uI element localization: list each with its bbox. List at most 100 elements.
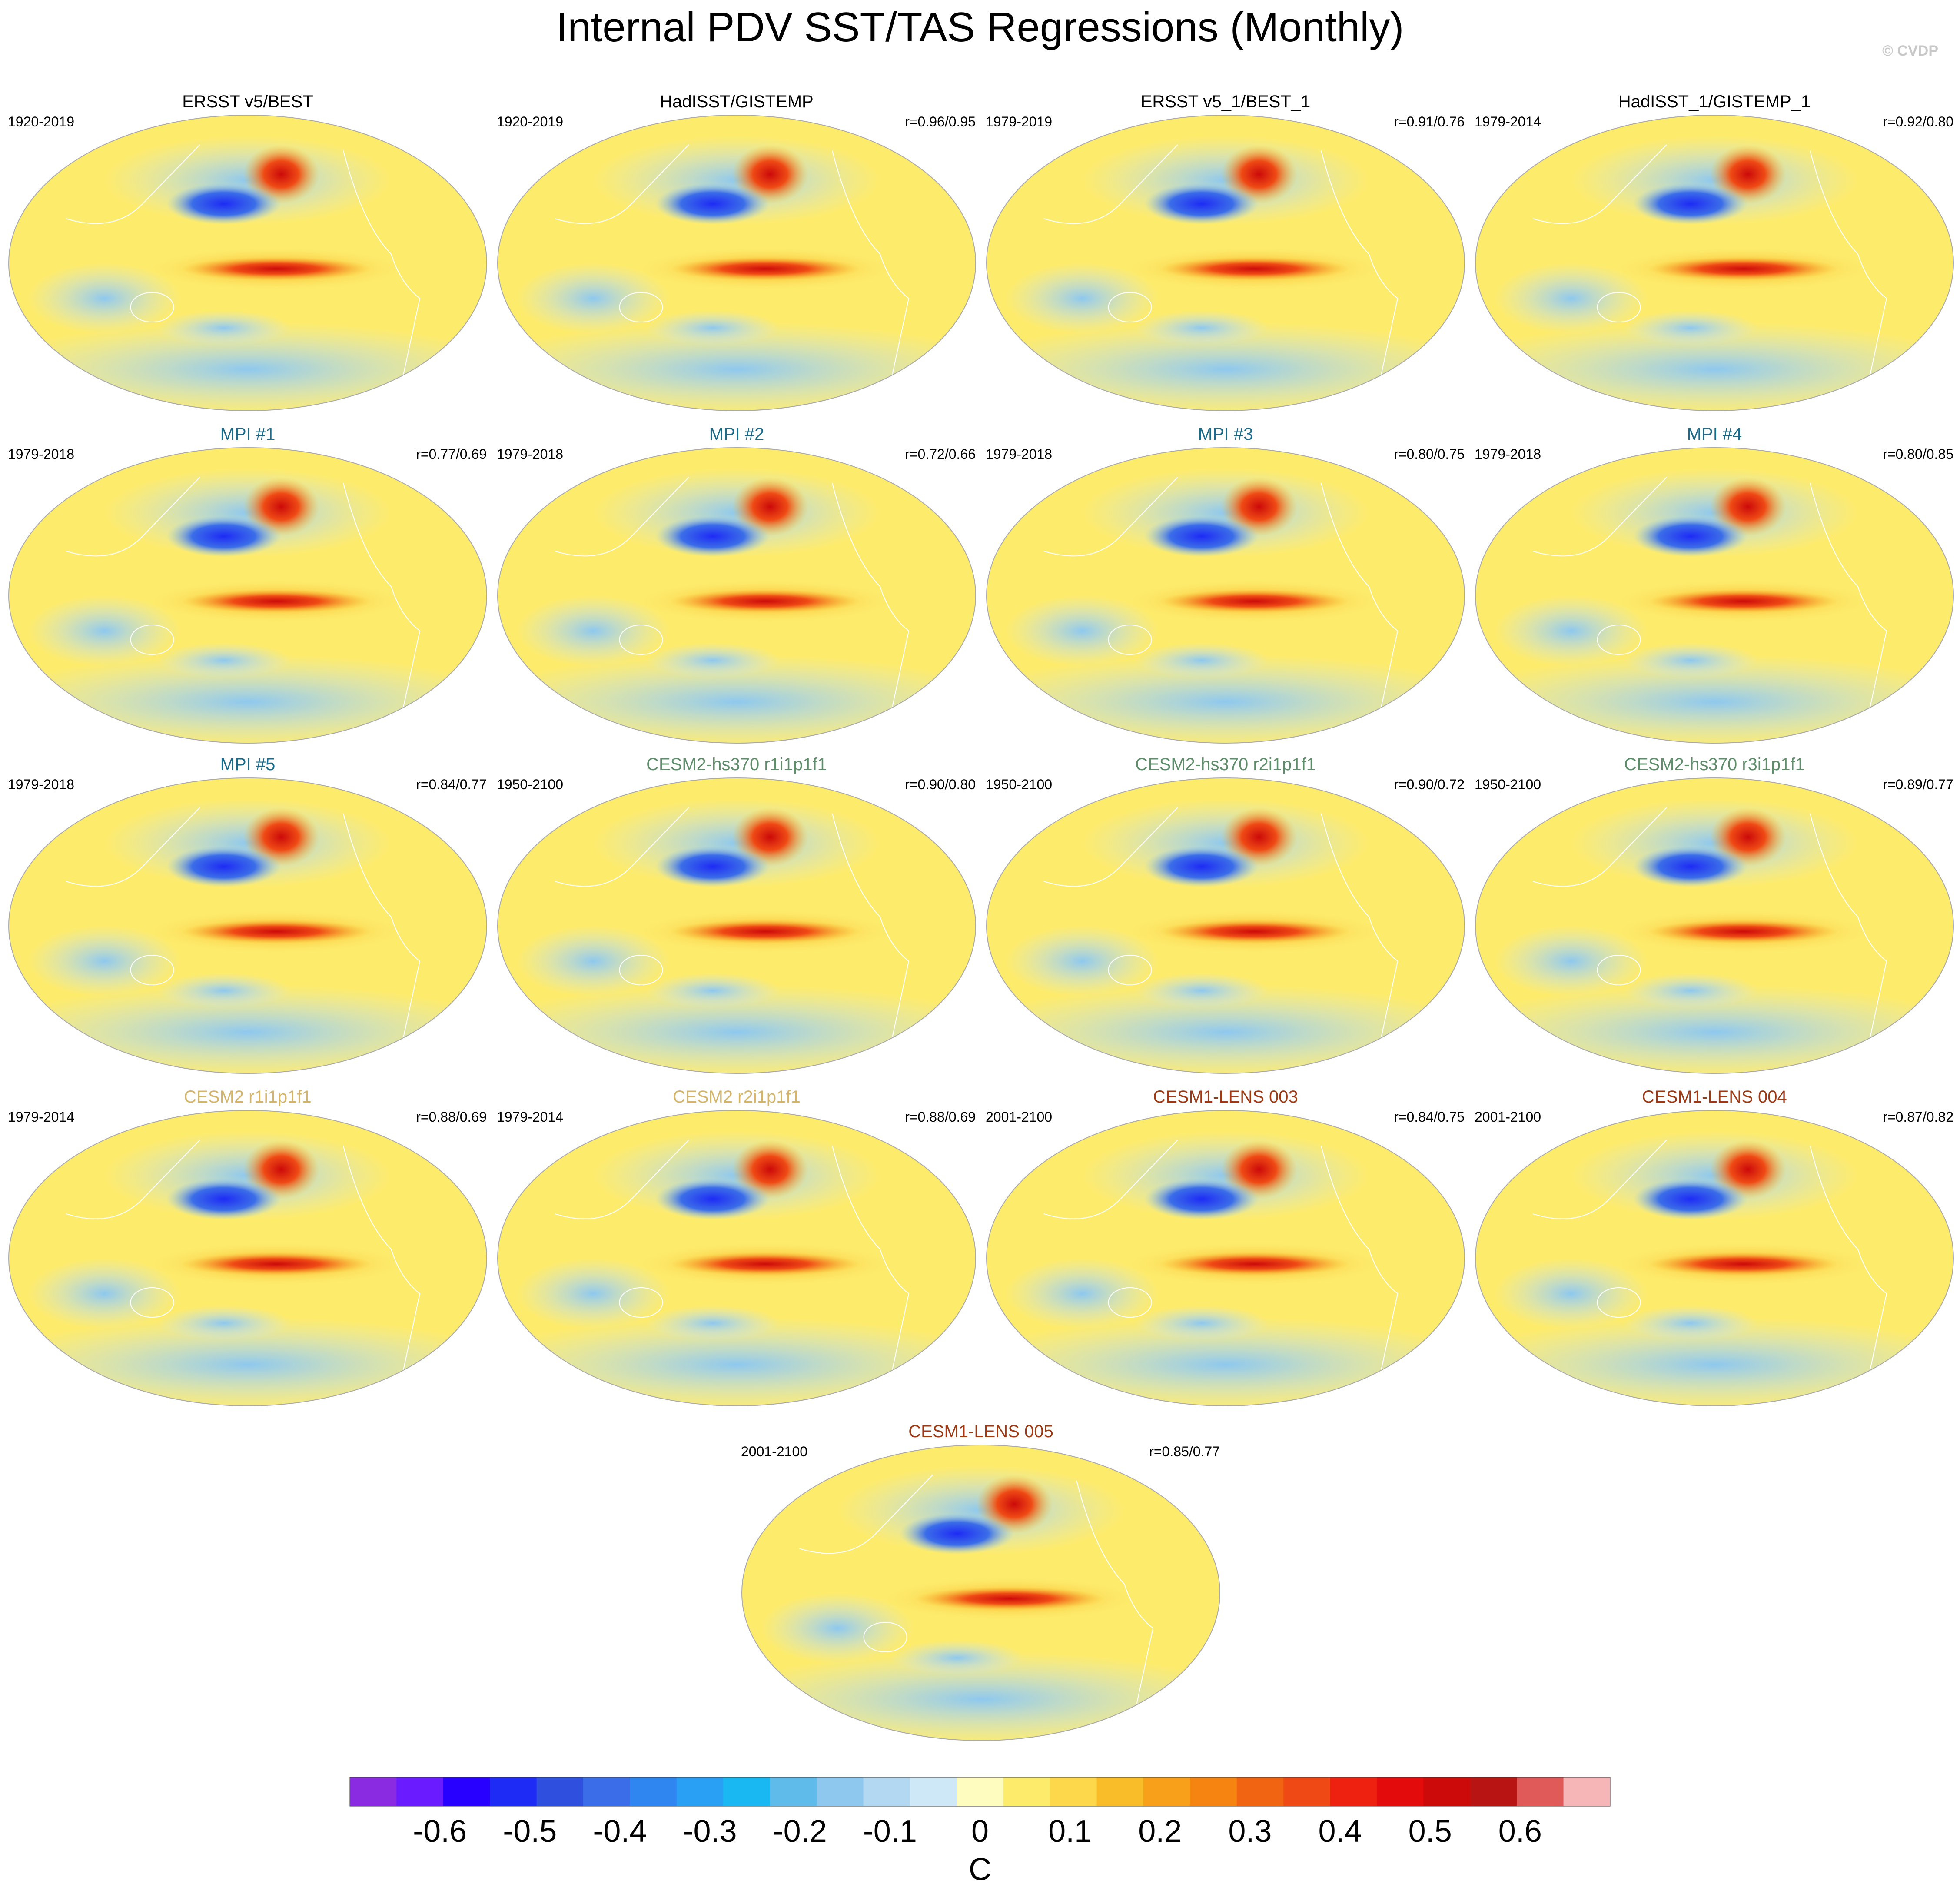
tropical-warm-tongue <box>1648 257 1839 281</box>
north-pacific-cold <box>1144 515 1259 557</box>
panel-correlation: r=0.89/0.77 <box>1883 777 1953 792</box>
australia-outline <box>619 955 663 985</box>
panel-title: CESM1-LENS 005 <box>908 1422 1053 1441</box>
map-field <box>9 448 487 743</box>
north-pacific-cold <box>1144 1178 1259 1220</box>
map-border <box>8 777 487 1074</box>
colorbar-swatch <box>1423 1777 1471 1806</box>
map-field <box>498 1110 976 1406</box>
panel-correlation: r=0.88/0.69 <box>905 1109 976 1125</box>
land-outlines <box>1043 1140 1399 1382</box>
australia-outline <box>1597 1287 1641 1318</box>
north-pacific-cold <box>1144 846 1259 887</box>
land-outlines <box>799 1474 1154 1717</box>
map-field <box>987 115 1465 411</box>
panel-title: CESM2 r1i1p1f1 <box>184 1087 311 1106</box>
map-border <box>497 447 976 744</box>
map-field <box>9 115 487 411</box>
indian-ocean-anomaly <box>517 263 670 334</box>
colorbar-swatch <box>1376 1777 1424 1806</box>
americas-coastline <box>343 150 421 387</box>
map-border <box>497 777 976 1074</box>
map-field <box>498 115 976 411</box>
panel-years: 2001-2100 <box>741 1444 807 1459</box>
figure-title: Internal PDV SST/TAS Regressions (Monthl… <box>556 4 1404 50</box>
australia-outline <box>130 625 174 655</box>
panel-years: 1979-2018 <box>497 446 563 462</box>
land-outlines <box>1532 807 1887 1050</box>
americas-coastline <box>832 813 910 1050</box>
colorbar-swatch <box>957 1777 1004 1806</box>
map-panel: CESM1-LENS 003 2001-2100 r=0.84/0.75 <box>986 1087 1465 1406</box>
map-border <box>497 115 976 411</box>
map-field <box>9 1110 487 1406</box>
map-border <box>497 1110 976 1406</box>
indian-ocean-anomaly <box>28 1258 181 1329</box>
colorbar-tick-label: -0.4 <box>593 1814 647 1849</box>
panel-correlation: r=0.80/0.75 <box>1394 446 1465 462</box>
map-border <box>1475 1110 1954 1406</box>
panel-correlation: r=0.77/0.69 <box>416 446 487 462</box>
panel-title: MPI #5 <box>220 755 276 774</box>
colorbar-swatch <box>630 1777 677 1806</box>
panel-title: CESM2-hs370 r3i1p1f1 <box>1624 755 1805 774</box>
map-panel: CESM2 r2i1p1f1 1979-2014 r=0.88/0.69 <box>497 1087 976 1406</box>
map-panels: ERSST v5/BEST 1920-2019 HadISST/GISTEMP 192… <box>8 92 1954 1741</box>
map-border <box>986 115 1465 411</box>
americas-coastline <box>832 150 910 387</box>
north-pacific-cold <box>166 846 281 887</box>
australia-outline <box>619 292 663 322</box>
map-field <box>1475 778 1953 1073</box>
panel-years: 1979-2014 <box>8 1109 74 1125</box>
panel-correlation: r=0.80/0.85 <box>1883 446 1953 462</box>
north-pacific-cold <box>655 515 770 557</box>
colorbar-swatch <box>817 1777 864 1806</box>
panel-correlation: r=0.87/0.82 <box>1883 1109 1953 1125</box>
tropical-warm-tongue <box>181 1252 372 1276</box>
land-outlines <box>1043 807 1399 1050</box>
panel-years: 1979-2018 <box>986 446 1052 462</box>
map-border <box>8 447 487 744</box>
watermark: © CVDP <box>1882 43 1938 59</box>
tropical-warm-tongue <box>1159 920 1350 944</box>
australia-outline <box>1108 955 1152 985</box>
panel-title: MPI #3 <box>1198 425 1253 444</box>
panel-years: 1979-2018 <box>1475 446 1541 462</box>
panel-correlation: r=0.84/0.77 <box>416 777 487 792</box>
tropical-warm-tongue <box>670 589 861 613</box>
colorbar-tick-label: -0.2 <box>773 1814 827 1849</box>
panel-correlation: r=0.85/0.77 <box>1149 1444 1220 1459</box>
land-outlines <box>1532 1140 1887 1382</box>
colorbar-frame <box>349 1777 1611 1807</box>
indian-ocean-anomaly <box>28 926 181 997</box>
map-panel: ERSST v5/BEST 1920-2019 <box>8 92 487 411</box>
colorbar-swatch <box>1003 1777 1050 1806</box>
land-outlines <box>66 807 421 1050</box>
tropical-warm-tongue <box>670 920 861 944</box>
map-panel: CESM2 r1i1p1f1 1979-2014 r=0.88/0.69 <box>8 1087 487 1406</box>
map-border <box>1475 447 1954 744</box>
north-pacific-cold <box>1633 183 1748 225</box>
south-pacific-cold <box>646 973 780 1009</box>
map-panel: CESM2-hs370 r2i1p1f1 1950-2100 r=0.90/0.72 <box>986 755 1465 1074</box>
colorbar-tick-label: 0.6 <box>1498 1814 1542 1849</box>
indian-ocean-anomaly <box>517 1258 670 1329</box>
land-outlines <box>1043 144 1399 387</box>
tropical-warm-tongue <box>1159 1252 1350 1276</box>
colorbar-tick-label: -0.5 <box>503 1814 557 1849</box>
australia-outline <box>619 1287 663 1318</box>
indian-ocean-anomaly <box>28 595 181 667</box>
panel-correlation: r=0.96/0.95 <box>905 114 976 130</box>
panel-years: 1979-2019 <box>986 114 1052 130</box>
panel-title: ERSST v5_1/BEST_1 <box>1141 92 1311 111</box>
map-border <box>741 1445 1220 1741</box>
panel-title: ERSST v5/BEST <box>182 92 313 111</box>
south-pacific-cold <box>157 310 291 346</box>
panel-title: MPI #1 <box>220 425 276 444</box>
panel-years: 1920-2019 <box>8 114 74 130</box>
colorbar-swatch <box>676 1777 724 1806</box>
indian-ocean-anomaly <box>1495 1258 1648 1329</box>
map-field <box>498 778 976 1073</box>
map-field <box>987 778 1465 1073</box>
panel-years: 1920-2019 <box>497 114 563 130</box>
